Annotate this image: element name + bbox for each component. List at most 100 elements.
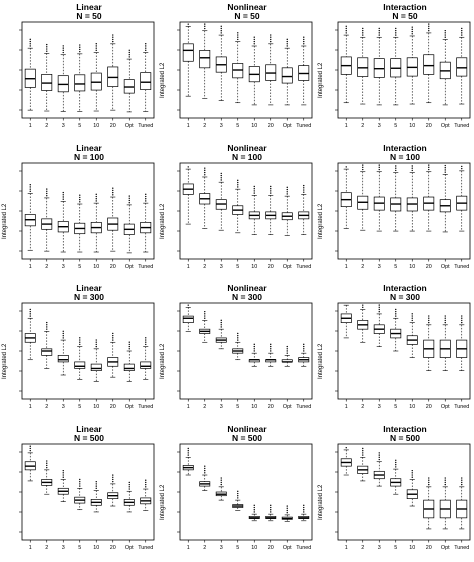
outlier-point: [237, 32, 239, 34]
x-tick-label: 1: [29, 123, 32, 129]
outlier-point: [204, 169, 206, 171]
box: [182, 315, 194, 323]
outlier-point: [112, 36, 114, 38]
outlier-point: [145, 193, 147, 195]
outlier-point: [395, 313, 397, 315]
outlier-point: [145, 483, 147, 485]
outlier-point: [29, 185, 31, 188]
outlier-point: [187, 447, 189, 449]
outlier-point: [220, 172, 222, 174]
outlier-point: [237, 38, 239, 41]
outlier-point: [95, 195, 97, 197]
outlier-point: [29, 190, 31, 192]
x-tick-label: 20: [426, 123, 432, 129]
outlier-point: [187, 165, 189, 168]
outlier-point: [362, 163, 364, 166]
outlier-point: [112, 476, 114, 478]
x-tick-label: 1: [29, 264, 32, 270]
outlier-point: [395, 461, 397, 463]
plot-frame: [21, 162, 155, 259]
x-tick-label: 2: [203, 123, 206, 129]
x-tick-label: 5: [394, 404, 397, 410]
outlier-point: [46, 324, 48, 326]
panel-subtitle: N = 50: [234, 11, 260, 21]
x-tick-label: 5: [78, 264, 81, 270]
outlier-point: [461, 481, 463, 483]
outlier-point: [444, 170, 446, 173]
outlier-point: [237, 181, 239, 183]
outlier-point: [303, 350, 305, 352]
outlier-point: [237, 492, 239, 494]
outlier-point: [145, 199, 147, 202]
outlier-point: [145, 195, 147, 197]
outlier-point: [29, 310, 31, 313]
x-tick-label: 10: [409, 545, 415, 551]
outlier-point: [444, 481, 446, 483]
outlier-point: [62, 471, 64, 474]
outlier-point: [29, 308, 31, 311]
outlier-point: [237, 339, 239, 341]
outlier-point: [237, 36, 239, 38]
x-tick-label: Tuned: [454, 123, 469, 129]
outlier-point: [128, 483, 130, 485]
box: [182, 43, 194, 62]
outlier-point: [112, 34, 114, 36]
outlier-point: [220, 319, 222, 322]
outlier-point: [378, 34, 380, 36]
outlier-point: [62, 191, 64, 193]
outlier-point: [428, 30, 430, 32]
x-tick-label: 2: [45, 404, 48, 410]
panel-title: Interaction: [383, 423, 427, 434]
outlier-point: [220, 176, 222, 178]
panel-subtitle: N = 300: [389, 292, 420, 302]
outlier-point: [303, 508, 305, 510]
x-tick-label: Opt: [283, 545, 292, 551]
x-tick-label: 3: [62, 404, 65, 410]
outlier-point: [253, 40, 255, 43]
outlier-point: [46, 459, 48, 462]
x-tick-label: 20: [268, 264, 274, 270]
outlier-point: [303, 186, 305, 189]
x-tick-label: 3: [378, 545, 381, 551]
outlier-point: [46, 43, 48, 46]
outlier-point: [378, 453, 380, 456]
chart-svg: 1 2 3 5 10 20 Opt Tuned: [19, 21, 155, 129]
outlier-point: [286, 40, 288, 43]
outlier-point: [46, 190, 48, 192]
outlier-point: [362, 304, 364, 306]
outlier-point: [204, 317, 206, 319]
outlier-point: [270, 191, 272, 194]
outlier-point: [62, 45, 64, 47]
outlier-point: [237, 183, 239, 185]
outlier-point: [112, 334, 114, 337]
outlier-point: [187, 23, 189, 25]
outlier-point: [79, 478, 81, 480]
panel-subtitle: N = 500: [231, 432, 262, 443]
outlier-point: [286, 38, 288, 41]
x-tick-label: 1: [345, 123, 348, 129]
x-tick-label: 10: [409, 264, 415, 270]
outlier-point: [253, 36, 255, 38]
outlier-point: [112, 193, 114, 196]
outlier-point: [362, 453, 364, 456]
outlier-point: [112, 40, 114, 43]
panel-title: Nonlinear: [227, 142, 267, 153]
x-tick-label: Tuned: [296, 404, 311, 410]
outlier-point: [128, 487, 130, 490]
outlier-point: [428, 483, 430, 485]
outlier-point: [411, 471, 413, 474]
panel-subtitle: N = 300: [231, 292, 262, 302]
panel-nonlinear-n50: Nonlinear N = 50 Integrated L2 1 2 3 5 10 20 O…: [158, 0, 316, 141]
outlier-point: [220, 321, 222, 324]
outlier-point: [303, 36, 305, 38]
x-tick-label: 20: [110, 404, 116, 410]
x-tick-label: Tuned: [454, 264, 469, 270]
outlier-point: [62, 330, 64, 332]
x-tick-label: Opt: [283, 404, 292, 410]
outlier-point: [112, 473, 114, 476]
x-tick-label: 2: [45, 123, 48, 129]
x-tick-label: 20: [268, 123, 274, 129]
outlier-point: [444, 321, 446, 324]
outlier-point: [461, 29, 463, 32]
outlier-point: [253, 187, 255, 189]
